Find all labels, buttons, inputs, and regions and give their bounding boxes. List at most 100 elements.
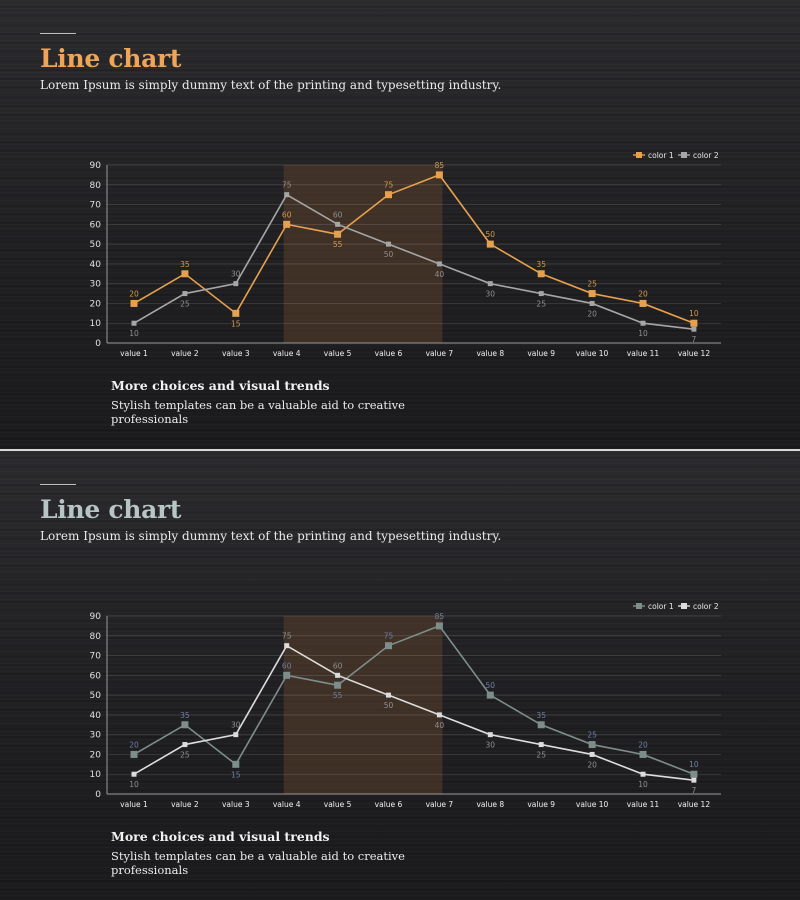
data-point	[386, 241, 391, 247]
y-tick-label: 30	[90, 731, 102, 741]
legend-label: color 1	[648, 152, 674, 160]
data-point	[181, 270, 189, 278]
data-point	[334, 681, 342, 689]
legend-marker	[681, 152, 687, 158]
data-point	[639, 299, 647, 307]
x-tick-label: value 10	[576, 349, 609, 358]
data-label: 75	[282, 632, 292, 641]
data-label: 35	[180, 711, 190, 720]
data-label: 25	[180, 751, 190, 760]
data-point	[436, 261, 442, 267]
x-tick-label: value 1	[120, 349, 148, 358]
x-tick-label: value 7	[426, 800, 454, 809]
data-point	[538, 291, 544, 297]
slide-2: Line chart Lorem Ipsum is simply dummy t…	[0, 451, 800, 900]
data-label: 25	[536, 751, 546, 760]
data-label: 20	[638, 740, 648, 749]
data-point	[640, 320, 646, 326]
data-point	[181, 721, 189, 729]
data-label: 55	[333, 240, 343, 249]
y-tick-label: 70	[90, 201, 102, 211]
data-point	[589, 300, 595, 306]
data-label: 85	[435, 161, 445, 170]
legend-label: color 1	[648, 603, 674, 611]
page-subtitle: Lorem Ipsum is simply dummy text of the …	[40, 78, 502, 92]
data-point	[283, 220, 291, 228]
note-heading: More choices and visual trends	[111, 378, 330, 393]
data-point	[487, 732, 493, 738]
data-label: 10	[689, 309, 699, 318]
data-point	[640, 771, 646, 777]
legend-marker	[681, 603, 687, 609]
y-tick-label: 0	[95, 339, 101, 349]
data-point	[335, 672, 341, 678]
data-point	[283, 671, 291, 679]
data-point	[233, 281, 239, 287]
y-tick-label: 80	[90, 632, 102, 642]
data-label: 35	[536, 260, 546, 269]
x-tick-label: value 1	[120, 800, 148, 809]
data-point	[335, 221, 341, 227]
data-label: 60	[282, 661, 292, 670]
data-point	[435, 622, 443, 630]
data-label: 35	[180, 260, 190, 269]
x-tick-label: value 3	[222, 800, 250, 809]
x-tick-label: value 10	[576, 800, 609, 809]
y-tick-label: 60	[90, 220, 102, 230]
data-point	[182, 742, 188, 748]
data-label: 25	[180, 300, 190, 309]
data-label: 55	[333, 691, 343, 700]
title-accent-rule	[40, 33, 76, 34]
data-point	[639, 750, 647, 758]
data-label: 85	[435, 612, 445, 621]
series-line-2	[133, 644, 694, 781]
data-label: 20	[587, 760, 597, 769]
data-label: 20	[129, 740, 139, 749]
data-label: 10	[638, 329, 648, 338]
data-point	[589, 751, 595, 757]
x-tick-label: value 8	[476, 349, 504, 358]
data-point	[487, 281, 493, 287]
data-label: 40	[435, 270, 445, 279]
data-point	[233, 732, 239, 738]
data-label: 20	[129, 289, 139, 298]
series-line-2	[133, 193, 694, 330]
data-label: 30	[231, 270, 241, 279]
page-title: Line chart	[40, 44, 182, 73]
x-tick-label: value 6	[375, 349, 403, 358]
y-tick-label: 90	[90, 161, 102, 171]
legend-marker	[636, 152, 642, 158]
page-subtitle: Lorem Ipsum is simply dummy text of the …	[40, 529, 502, 543]
data-label: 75	[282, 181, 292, 190]
data-label: 10	[129, 780, 139, 789]
data-label: 50	[384, 701, 394, 710]
data-point	[385, 191, 392, 199]
legend-marker	[636, 603, 642, 609]
data-label: 75	[384, 181, 394, 190]
x-tick-label: value 2	[171, 800, 199, 809]
data-label: 75	[384, 632, 394, 641]
data-label: 25	[536, 300, 546, 309]
data-point	[284, 192, 290, 198]
highlight-band	[283, 165, 443, 343]
y-tick-label: 40	[90, 711, 102, 721]
y-tick-label: 10	[90, 770, 102, 780]
data-label: 30	[231, 721, 241, 730]
data-label: 7	[692, 786, 697, 795]
legend-label: color 2	[693, 603, 719, 611]
highlight-band	[283, 616, 443, 794]
data-point	[232, 309, 240, 317]
x-tick-label: value 5	[324, 349, 352, 358]
data-label: 20	[638, 289, 648, 298]
note-body: Stylish templates can be a valuable aid …	[111, 398, 405, 426]
y-tick-label: 50	[90, 691, 102, 701]
data-label: 30	[486, 290, 496, 299]
data-label: 10	[129, 329, 139, 338]
data-point	[385, 642, 392, 650]
x-tick-label: value 6	[375, 800, 403, 809]
slide-divider	[0, 449, 800, 451]
y-tick-label: 20	[90, 750, 102, 760]
data-point	[130, 750, 138, 758]
page-title: Line chart	[40, 495, 182, 524]
y-tick-label: 90	[90, 612, 102, 622]
